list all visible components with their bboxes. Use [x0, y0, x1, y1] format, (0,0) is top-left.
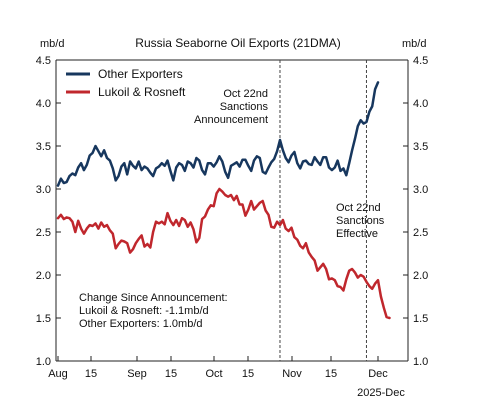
y-tick-label-left: 2.5: [36, 227, 51, 239]
axes: 1.0 1.0 1.5 1.5 2.0 2.0 2.5 2.5 3.0 3.0 3.5 3.5 4.0 4…: [36, 55, 429, 380]
effective-label-line-3: Effective: [336, 228, 378, 240]
summary-line-2: Lukoil & Rosneft: -1.1mb/d: [79, 305, 209, 317]
y-tick-label-left: 4.0: [36, 98, 51, 110]
chart-title: Russia Seaborne Oil Exports (21DMA): [135, 36, 340, 50]
series-lines: [56, 81, 391, 320]
effective-label-line-2: Sanctions: [336, 215, 385, 227]
x-tick-label: 15: [325, 368, 337, 380]
y-axis-label-right: mb/d: [402, 38, 426, 50]
x-tick-label: Aug: [48, 368, 68, 380]
y-tick-label-right: 1.0: [413, 356, 428, 368]
series-line-lukoil-rosneft: [56, 187, 391, 320]
x-tick-label: Oct: [205, 368, 222, 380]
x-tick-label: 15: [165, 368, 177, 380]
y-tick-label-right: 4.0: [413, 98, 428, 110]
y-tick-label-right: 2.5: [413, 227, 428, 239]
x-tick-label: Dec: [368, 368, 388, 380]
legend-label-lukoil-rosneft: Lukoil & Rosneft: [98, 85, 186, 99]
y-tick-label-right: 3.5: [413, 141, 428, 153]
effective-label-line-1: Oct 22nd: [336, 202, 381, 214]
announcement-label-line-2: Sanctions: [220, 101, 269, 113]
announcement-label-line-3: Announcement: [194, 114, 268, 126]
y-tick-label-left: 3.0: [36, 184, 51, 196]
y-tick-label-right: 4.5: [413, 55, 428, 67]
summary-line-3: Other Exporters: 1.0mb/d: [79, 318, 203, 330]
series-line-other-exporters: [56, 81, 380, 187]
y-tick-label-left: 1.0: [36, 356, 51, 368]
x-tick-label: Sep: [127, 368, 147, 380]
y-tick-label-left: 4.5: [36, 55, 51, 67]
y-tick-label-right: 1.5: [413, 313, 428, 325]
y-tick-label-left: 2.0: [36, 270, 51, 282]
x-tick-label: 15: [242, 368, 254, 380]
announcement-annotation: Oct 22nd Sanctions Announcement: [194, 88, 268, 126]
legend: Other Exporters Lukoil & Rosneft: [66, 67, 186, 99]
y-tick-label-left: 1.5: [36, 313, 51, 325]
x-axis-sublabel: 2025-Dec: [357, 387, 405, 399]
effective-annotation: Oct 22nd Sanctions Effective: [336, 202, 385, 240]
y-tick-label-right: 2.0: [413, 270, 428, 282]
x-tick-label: 15: [85, 368, 97, 380]
legend-label-other-exporters: Other Exporters: [98, 67, 183, 81]
announcement-label-line-1: Oct 22nd: [223, 88, 268, 100]
x-tick-label: Nov: [282, 368, 302, 380]
y-tick-label-left: 3.5: [36, 141, 51, 153]
y-axis-label-left: mb/d: [40, 38, 64, 50]
y-tick-label-right: 3.0: [413, 184, 428, 196]
summary-line-1: Change Since Announcement:: [79, 292, 228, 304]
summary-box: Change Since Announcement: Lukoil & Rosn…: [79, 292, 228, 330]
event-markers: [279, 60, 367, 361]
